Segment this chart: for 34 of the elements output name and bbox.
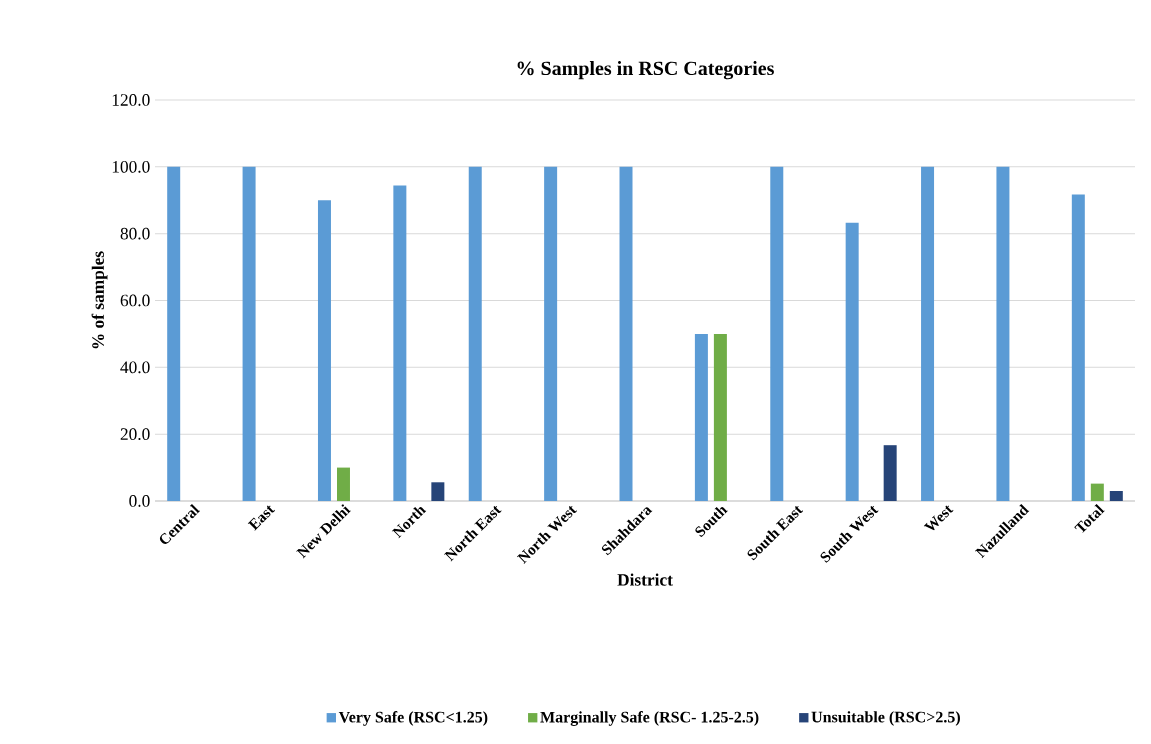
- x-tick-label: East: [247, 505, 275, 531]
- x-axis-title: District: [617, 573, 673, 586]
- y-tick-label: 100.0: [112, 160, 150, 173]
- y-tick-label: 120.0: [112, 94, 150, 106]
- bar: [468, 166, 482, 501]
- y-tick-label: 80.0: [120, 227, 150, 240]
- bar: [845, 222, 859, 501]
- chart-title: % Samples in RSC Categories: [517, 61, 774, 80]
- legend-label: Unsuitable (RSC>2.5): [811, 711, 960, 726]
- y-tick-label: 20.0: [120, 428, 150, 441]
- bar: [242, 166, 256, 501]
- bar: [1090, 483, 1104, 501]
- x-tick-label: West: [923, 505, 954, 531]
- bar: [619, 166, 633, 501]
- bar: [431, 482, 445, 501]
- bar: [996, 166, 1010, 501]
- bar: [1071, 194, 1085, 501]
- bar: [167, 166, 181, 501]
- bar: [770, 166, 784, 501]
- bar: [883, 445, 897, 501]
- bar: [1109, 490, 1123, 501]
- y-tick-label: 0.0: [129, 495, 150, 507]
- bar: [713, 333, 727, 501]
- legend-label: Very Safe (RSC<1.25): [338, 711, 488, 726]
- bar: [921, 166, 935, 501]
- y-tick-label: 60.0: [120, 294, 150, 307]
- bar: [336, 467, 350, 501]
- bar: [544, 166, 558, 501]
- y-tick-label: 40.0: [120, 361, 150, 374]
- bar: [694, 333, 708, 501]
- bar: [393, 185, 407, 501]
- y-axis-title: % of samples: [91, 251, 108, 349]
- legend-label: Marginally Safe (RSC- 1.25-2.5): [540, 711, 759, 726]
- bar: [317, 200, 331, 501]
